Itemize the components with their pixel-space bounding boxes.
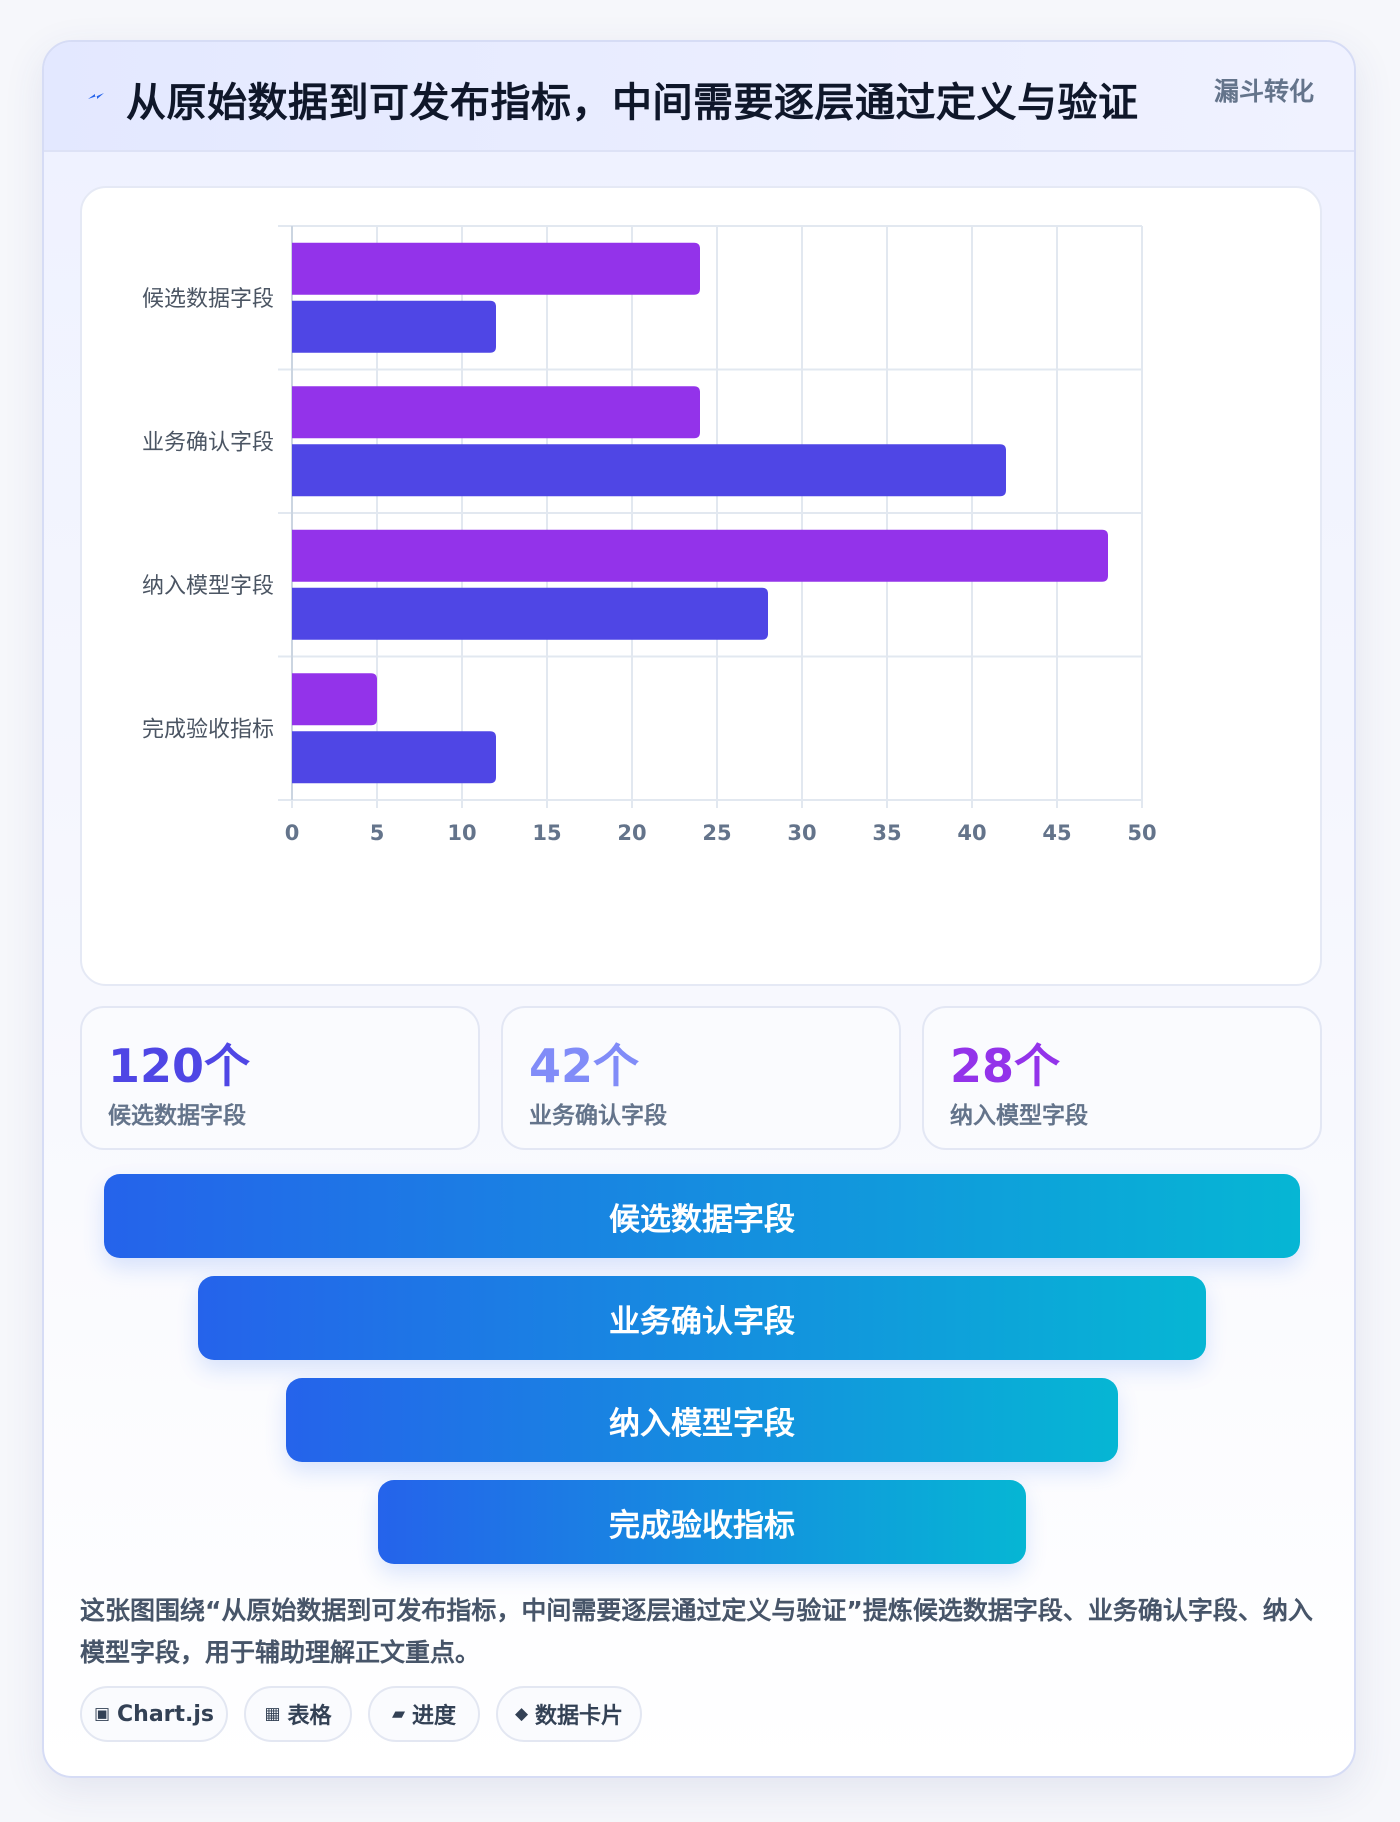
progress-icon: ▰ — [391, 1704, 406, 1724]
page-title: 从原始数据到可发布指标，中间需要逐层通过定义与验证 — [126, 80, 1139, 126]
bar — [292, 587, 768, 640]
bar-chart-panel: 候选数据字段 业务确认字段 纳入模型字段 完成验收指标 0 5 10 15 20 25 30 35 40… — [80, 186, 1322, 986]
tag-chartjs[interactable]: ▣ Chart.js — [80, 1686, 228, 1742]
x-tick-label: 50 — [1127, 821, 1156, 845]
table-icon: ▦ — [264, 1704, 281, 1724]
x-tick-label: 30 — [787, 821, 816, 845]
funnel-stage-candidate: 候选数据字段 — [104, 1174, 1300, 1258]
x-tick-label: 5 — [370, 821, 385, 845]
tag-progress[interactable]: ▰ 进度 — [368, 1686, 480, 1742]
tag-label: 进度 — [412, 1704, 457, 1729]
bar — [292, 386, 700, 439]
stat-value: 42个 — [529, 1039, 640, 1093]
y-tick-label: 纳入模型字段 — [142, 574, 274, 599]
diamond-icon: ◆ — [514, 1704, 529, 1724]
stat-value: 28个 — [950, 1039, 1061, 1093]
chart-description: 这张图围绕“从原始数据到可发布指标，中间需要逐层通过定义与验证”提炼候选数据字段… — [80, 1596, 1313, 1667]
stat-card-candidate: 120个 候选数据字段 — [80, 1006, 480, 1150]
tag-label: Chart.js — [117, 1701, 215, 1727]
y-tick-label: 完成验收指标 — [142, 717, 274, 742]
tag-label: 数据卡片 — [535, 1704, 624, 1729]
stat-value: 120个 — [108, 1039, 251, 1093]
bar — [292, 300, 496, 353]
funnel-stage-modeled: 纳入模型字段 — [286, 1378, 1118, 1462]
x-tick-label: 45 — [1042, 821, 1071, 845]
x-tick-label: 35 — [872, 821, 901, 845]
y-tick-label: 业务确认字段 — [142, 430, 274, 455]
stat-label: 候选数据字段 — [108, 1103, 246, 1129]
bar — [292, 673, 377, 726]
card-header: 从原始数据到可发布指标，中间需要逐层通过定义与验证 漏斗转化 — [44, 42, 1354, 152]
tag-table[interactable]: ▦ 表格 — [244, 1686, 352, 1742]
x-tick-label: 25 — [702, 821, 731, 845]
x-tick-label: 20 — [617, 821, 646, 845]
funnel-stage-confirmed: 业务确认字段 — [198, 1276, 1206, 1360]
bar — [292, 242, 700, 295]
funnel-stage-accepted: 完成验收指标 — [378, 1480, 1026, 1564]
stat-label: 纳入模型字段 — [950, 1103, 1088, 1129]
y-tick-label: 候选数据字段 — [142, 287, 274, 312]
x-tick-label: 40 — [957, 821, 986, 845]
x-tick-label: 10 — [447, 821, 476, 845]
bar — [292, 731, 496, 784]
chip-icon: ▣ — [93, 1704, 111, 1724]
stat-card-modeled: 28个 纳入模型字段 — [922, 1006, 1322, 1150]
category-tag: 漏斗转化 — [1213, 77, 1314, 106]
x-tick-label: 15 — [532, 821, 561, 845]
bar — [292, 529, 1108, 582]
bolt-icon — [88, 93, 104, 99]
tag-data-card[interactable]: ◆ 数据卡片 — [496, 1686, 642, 1742]
bar — [292, 444, 1006, 497]
stat-label: 业务确认字段 — [529, 1103, 667, 1129]
x-tick-label: 0 — [285, 821, 300, 845]
stat-card-confirmed: 42个 业务确认字段 — [501, 1006, 901, 1150]
stat-cards: 120个 候选数据字段 42个 业务确认字段 28个 纳入模型字段 — [80, 1006, 1322, 1150]
tag-label: 表格 — [287, 1704, 332, 1729]
chart-card: 从原始数据到可发布指标，中间需要逐层通过定义与验证 漏斗转化 候选数据字段 业务确… — [42, 40, 1356, 1778]
